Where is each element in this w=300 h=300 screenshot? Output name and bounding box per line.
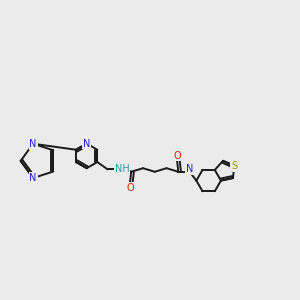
Text: N: N [83,139,90,148]
Text: N: N [186,164,193,174]
Text: N: N [29,139,37,149]
Text: S: S [231,161,237,171]
Text: NH: NH [115,164,130,173]
Text: N: N [29,173,37,183]
Text: O: O [127,183,134,193]
Text: O: O [174,151,181,160]
